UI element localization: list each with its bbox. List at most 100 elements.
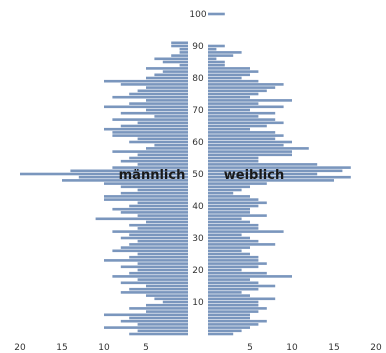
x-tick-right-5: 5: [247, 343, 253, 353]
bar-maennlich-age-21: [120, 265, 188, 269]
bar-weiblich-age-71: [208, 105, 284, 109]
bar-maennlich-age-52: [112, 166, 188, 169]
age-tick-80: 80: [192, 74, 204, 84]
bar-maennlich-age-42: [104, 198, 188, 201]
bar-maennlich-age-32: [112, 230, 188, 233]
bar-maennlich-age-71: [104, 105, 188, 109]
bar-maennlich-age-20: [137, 268, 188, 272]
bar-maennlich-age-39: [112, 207, 188, 211]
bar-weiblich-age-13: [208, 291, 242, 294]
bar-weiblich-age-19: [208, 271, 267, 275]
bar-weiblich-age-2: [208, 326, 250, 329]
bar-maennlich-age-18: [112, 275, 188, 278]
bar-weiblich-age-75: [208, 92, 259, 96]
bar-maennlich-age-26: [112, 249, 188, 253]
age-tick-20: 20: [192, 266, 204, 276]
bar-weiblich-age-58: [208, 147, 309, 150]
bar-maennlich-age-15: [146, 284, 188, 288]
bar-weiblich-age-72: [208, 102, 259, 105]
bar-maennlich-age-61: [137, 137, 188, 141]
bar-weiblich-age-86: [208, 57, 217, 61]
bar-maennlich-age-7: [146, 310, 188, 313]
bars-maennlich: [20, 41, 188, 336]
bar-weiblich-age-31: [208, 233, 242, 237]
bar-maennlich-age-23: [104, 259, 188, 262]
bar-weiblich-age-73: [208, 99, 292, 102]
bar-weiblich-age-45: [208, 188, 242, 192]
bar-weiblich-age-18: [208, 275, 292, 278]
bar-maennlich-age-70: [146, 108, 188, 112]
age-axis-ticks: 10 20 30 40 50 60 70 80 90 100: [189, 10, 206, 308]
bar-weiblich-age-9: [208, 303, 259, 307]
age-tick-30: 30: [192, 234, 204, 244]
bar-maennlich-age-85: [162, 60, 188, 64]
bar-weiblich-age-49: [208, 175, 351, 179]
bar-maennlich-age-14: [129, 287, 188, 291]
bar-weiblich-age-40: [208, 204, 259, 208]
bar-weiblich-age-54: [208, 159, 259, 163]
age-tick-90: 90: [192, 42, 204, 52]
x-tick-right-10: 10: [286, 343, 298, 353]
bar-weiblich-age-79: [208, 79, 259, 83]
bar-maennlich-age-63: [112, 131, 188, 134]
bar-weiblich-age-17: [208, 278, 250, 281]
bar-maennlich-age-91: [171, 41, 188, 45]
bar-maennlich-age-24: [129, 255, 188, 259]
bar-weiblich-age-62: [208, 134, 284, 137]
bar-weiblich-age-33: [208, 227, 259, 230]
bar-weiblich-age-53: [208, 163, 318, 166]
bar-weiblich-age-32: [208, 230, 284, 233]
bar-weiblich-age-74: [208, 95, 250, 99]
bar-maennlich-age-9: [146, 303, 188, 307]
bar-weiblich-age-7: [208, 310, 259, 313]
bar-weiblich-age-11: [208, 297, 276, 301]
bar-weiblich-age-38: [208, 211, 250, 214]
bar-maennlich-age-50: [20, 172, 188, 176]
bar-maennlich-age-75: [129, 92, 188, 96]
bar-weiblich-age-47: [208, 182, 267, 185]
bar-maennlich-age-34: [129, 223, 188, 227]
bar-weiblich-age-84: [208, 63, 225, 67]
bar-weiblich-age-34: [208, 223, 259, 227]
bar-weiblich-age-81: [208, 73, 250, 77]
bar-maennlich-age-81: [154, 73, 188, 77]
bar-weiblich-age-43: [208, 195, 250, 198]
bar-weiblich-age-88: [208, 51, 242, 54]
bar-weiblich-age-8: [208, 307, 267, 310]
bar-maennlich-age-79: [104, 79, 188, 83]
bar-weiblich-age-56: [208, 153, 292, 157]
bar-weiblich-age-42: [208, 198, 259, 201]
bar-maennlich-age-78: [120, 83, 188, 86]
bar-weiblich-age-26: [208, 249, 242, 253]
bar-maennlich-age-57: [112, 150, 188, 153]
bar-weiblich-age-22: [208, 262, 267, 265]
bar-weiblich-age-44: [208, 191, 234, 195]
bar-weiblich-age-39: [208, 207, 250, 211]
bar-maennlich-age-11: [154, 297, 188, 301]
bar-weiblich-age-60: [208, 140, 292, 144]
bar-weiblich-age-25: [208, 252, 250, 256]
bar-maennlich-age-19: [129, 271, 188, 275]
bar-maennlich-age-1: [137, 329, 188, 333]
bar-weiblich-age-68: [208, 115, 259, 118]
bar-maennlich-age-72: [129, 102, 188, 105]
bar-maennlich-age-80: [146, 76, 188, 80]
bar-maennlich-age-64: [104, 127, 188, 131]
bar-maennlich-age-37: [137, 214, 188, 217]
bar-maennlich-age-51: [70, 169, 188, 173]
x-tick-left-15: 15: [56, 343, 67, 353]
bar-weiblich-age-15: [208, 284, 276, 288]
bar-weiblich-age-51: [208, 169, 343, 173]
age-tick-100: 100: [189, 10, 206, 20]
x-tick-right-15: 15: [328, 343, 339, 353]
bar-maennlich-age-13: [120, 291, 188, 294]
bar-maennlich-age-4: [120, 319, 188, 323]
age-tick-70: 70: [192, 106, 204, 116]
bar-weiblich-age-90: [208, 44, 225, 48]
bar-weiblich-age-35: [208, 220, 250, 224]
bar-maennlich-age-35: [146, 220, 188, 224]
bar-maennlich-age-67: [112, 118, 188, 121]
bar-maennlich-age-49: [78, 175, 188, 179]
bar-maennlich-age-90: [171, 44, 188, 48]
bar-weiblich-age-14: [208, 287, 259, 291]
